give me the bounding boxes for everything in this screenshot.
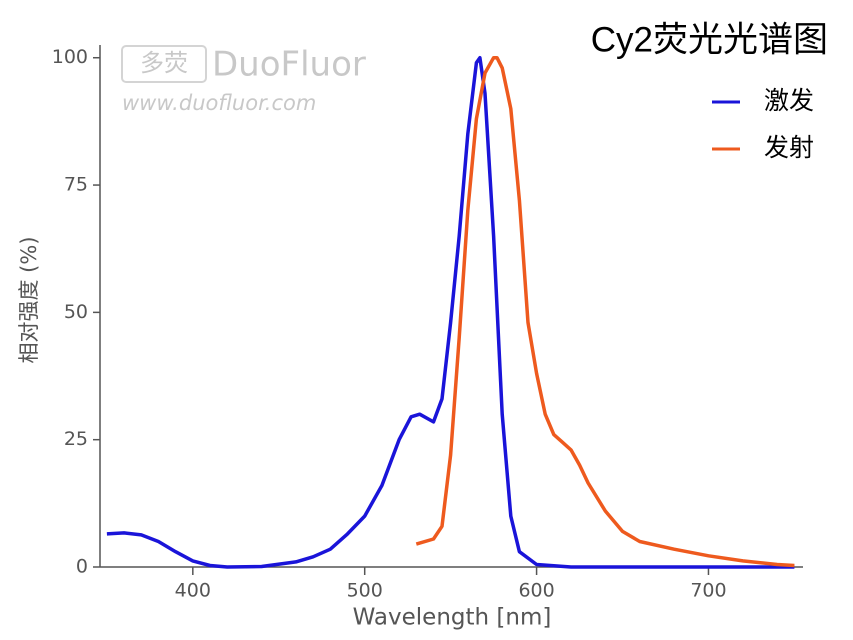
x-axis-label: Wavelength [nm] [353,605,552,631]
x-tick-label: 500 [347,580,383,602]
watermark-logo: 多荧 [140,49,188,77]
watermark-text: DuoFluor [212,45,366,85]
line [415,55,795,568]
legend-label: 激发 [764,86,814,115]
line [106,55,795,569]
y-tick-label: 25 [64,428,88,450]
watermark: 多荧 DuoFluor www.duofluor.com [121,45,366,115]
chart-title: Cy2荧光光谱图 [591,20,828,59]
y-tick-label: 75 [64,174,88,196]
watermark-url: www.duofluor.com [122,91,316,115]
x-tick-label: 600 [518,580,554,602]
y-tick-label: 0 [76,556,88,578]
legend-label: 发射 [764,133,814,162]
y-axis-label: 相对强度 (%) [17,236,41,363]
watermark-frame [121,45,207,83]
y-tick-label: 50 [64,301,88,323]
x-tick-label: 700 [690,580,726,602]
y-tick-label: 100 [52,46,88,68]
x-tick-label: 400 [175,580,211,602]
